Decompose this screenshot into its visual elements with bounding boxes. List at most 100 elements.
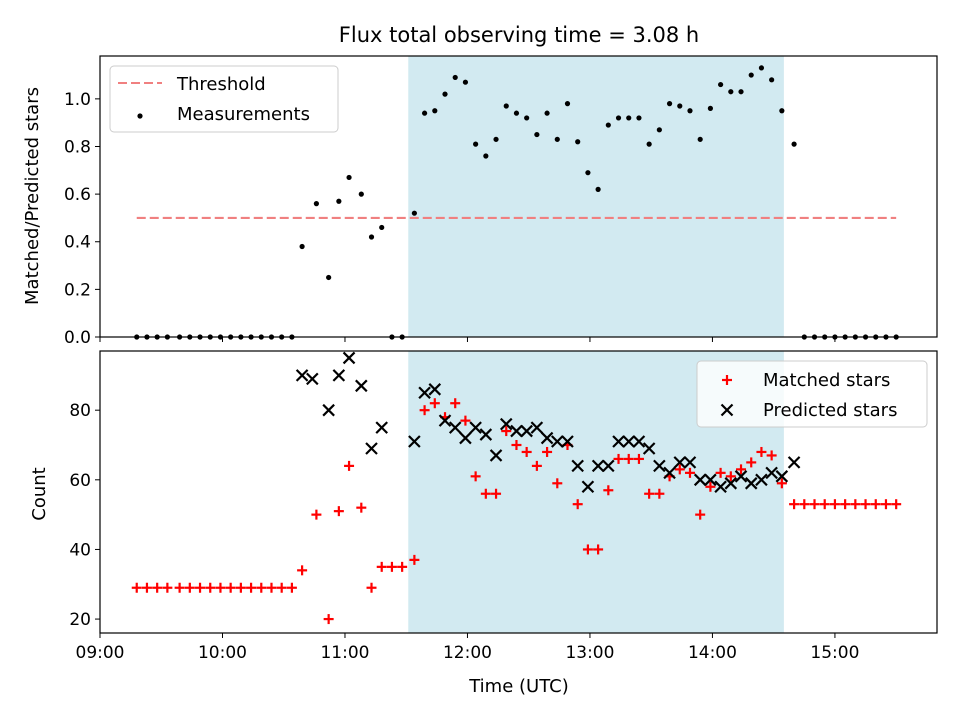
matched-legend-marker bbox=[722, 375, 732, 385]
matched-star-marker bbox=[323, 614, 334, 625]
measurement-point bbox=[748, 72, 754, 78]
measurement-point bbox=[769, 77, 775, 83]
matched-star-marker bbox=[613, 453, 624, 464]
matched-star-marker bbox=[870, 499, 881, 510]
matched-star-marker bbox=[470, 471, 481, 482]
predicted-star-marker bbox=[510, 424, 523, 438]
matched-star-marker bbox=[215, 582, 226, 593]
predicted-star-marker bbox=[479, 428, 493, 441]
measurement-point bbox=[738, 89, 744, 95]
matched-star-marker bbox=[809, 499, 820, 510]
predicted-star-marker bbox=[408, 435, 421, 448]
predicted-star-marker bbox=[653, 459, 666, 473]
matched-star-marker bbox=[460, 415, 471, 426]
matched-star-marker bbox=[131, 582, 142, 593]
matched-star-marker bbox=[521, 446, 532, 457]
predicted-star-marker bbox=[581, 480, 595, 494]
matched-star-marker bbox=[674, 464, 685, 475]
matched-star-marker bbox=[891, 499, 902, 510]
matched-star-marker bbox=[246, 582, 257, 593]
predicted-legend-swatch bbox=[720, 403, 734, 417]
matched-star-marker bbox=[736, 464, 747, 475]
predicted-star-marker bbox=[622, 435, 636, 448]
matched-star-marker bbox=[582, 544, 593, 555]
predicted-legend-label: Predicted stars bbox=[763, 400, 897, 421]
top-shaded-region bbox=[408, 56, 784, 337]
matched-star-marker bbox=[141, 582, 152, 593]
predicted-star-marker bbox=[365, 442, 378, 455]
predicted-star-marker bbox=[438, 414, 452, 427]
matched-star-marker bbox=[593, 544, 604, 555]
matched-star-marker bbox=[297, 565, 308, 576]
matched-star-marker bbox=[829, 499, 840, 510]
matched-legend-swatch bbox=[722, 375, 732, 385]
matched-star-marker bbox=[356, 502, 367, 513]
predicted-star-marker bbox=[744, 477, 758, 490]
predicted-star-marker bbox=[755, 473, 768, 487]
matched-star-marker bbox=[333, 506, 344, 517]
predicted-star-marker bbox=[642, 442, 656, 455]
predicted-star-marker bbox=[332, 369, 346, 382]
predicted-star-marker bbox=[499, 417, 513, 431]
matched-star-marker bbox=[633, 453, 644, 464]
measurement-point bbox=[299, 243, 305, 250]
measurement-point bbox=[544, 110, 550, 116]
matched-star-marker bbox=[397, 561, 408, 572]
measurement-point bbox=[554, 136, 560, 142]
predicted-star-marker bbox=[602, 459, 615, 473]
predicted-star-marker bbox=[322, 403, 335, 417]
measurement-point bbox=[483, 153, 489, 159]
matched-star-marker bbox=[311, 509, 322, 520]
top-legend-box bbox=[109, 65, 339, 133]
matched-star-marker bbox=[542, 446, 553, 457]
matched-star-marker bbox=[644, 488, 655, 499]
predicted-star-marker bbox=[663, 466, 676, 480]
top-plot-frame bbox=[99, 55, 938, 338]
measurement-point bbox=[585, 170, 591, 176]
predicted-star-marker bbox=[787, 456, 801, 469]
measurement-point bbox=[615, 115, 622, 121]
matched-star-marker bbox=[860, 499, 871, 510]
bottom-y-tick-label: 60 bbox=[69, 471, 91, 491]
top-y-tick-label: 0.2 bbox=[64, 280, 91, 300]
measurement-point bbox=[728, 89, 734, 95]
measurement-point bbox=[432, 108, 438, 114]
top-y-tick-label: 0.0 bbox=[64, 328, 91, 348]
x-tick-label: 12:00 bbox=[443, 643, 492, 663]
bottom-y-ticks: 20 40 60 80 bbox=[69, 401, 100, 630]
matched-star-marker bbox=[205, 582, 216, 593]
predicted-star-marker bbox=[673, 456, 687, 469]
matched-star-marker bbox=[623, 453, 634, 464]
matched-star-marker bbox=[684, 467, 695, 478]
measurement-point bbox=[707, 105, 713, 111]
measurement-point bbox=[452, 74, 458, 81]
bottom-x-ticks: 09:00 10:00 11:00 12:00 13:00 14:00 15:00 bbox=[76, 633, 859, 663]
matched-star-marker bbox=[235, 582, 246, 593]
matched-star-marker bbox=[799, 499, 810, 510]
measurement-point bbox=[697, 136, 703, 142]
bottom-legend-box bbox=[696, 360, 928, 428]
measurement-point bbox=[379, 224, 385, 231]
measurement-point bbox=[524, 115, 530, 121]
measurement-point bbox=[421, 110, 428, 116]
matched-star-marker bbox=[409, 554, 420, 565]
matched-star-marker bbox=[376, 561, 387, 572]
matched-star-marker bbox=[276, 582, 287, 593]
bottom-y-tick-label: 20 bbox=[69, 610, 91, 630]
top-panel: 0.0 0.2 0.4 0.6 0.8 1.0 Matched/Predicted sta… bbox=[22, 55, 938, 348]
top-y-tick-label: 1.0 bbox=[64, 90, 91, 110]
predicted-star-marker bbox=[632, 435, 646, 448]
predicted-star-marker bbox=[459, 431, 472, 445]
top-y-axis-label: Matched/Predicted stars bbox=[22, 87, 43, 305]
predicted-star-marker bbox=[418, 386, 431, 400]
x-tick-label: 15:00 bbox=[810, 643, 859, 663]
bottom-plot-frame bbox=[99, 350, 938, 634]
matched-star-marker bbox=[531, 460, 542, 471]
predicted-star-marker bbox=[765, 466, 778, 480]
bottom-y-tick-label: 40 bbox=[69, 540, 91, 560]
matched-star-marker bbox=[450, 398, 461, 409]
top-y-tick-label: 0.6 bbox=[64, 185, 91, 205]
matched-star-marker bbox=[266, 582, 277, 593]
measurement-point bbox=[411, 210, 417, 216]
matched-star-marker bbox=[756, 446, 767, 457]
